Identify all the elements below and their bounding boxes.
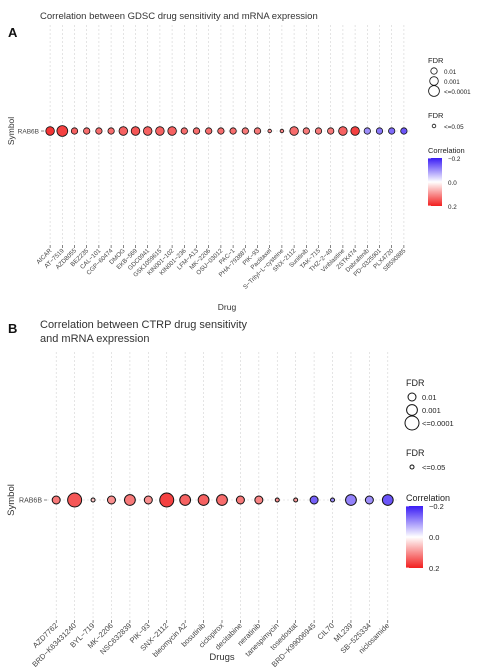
panel-a-colorbar-label: −0.2 bbox=[448, 156, 461, 163]
panel-b-point bbox=[143, 495, 153, 505]
panel-b-colorbar-label: 0.0 bbox=[429, 533, 439, 542]
panel-a-point bbox=[350, 126, 360, 136]
panel-a-point bbox=[363, 127, 371, 135]
panel-b-legend-sig-label: <=0.05 bbox=[422, 463, 445, 472]
panel-a-point bbox=[180, 127, 188, 135]
panel-b-y-tick-label: RAB6B bbox=[19, 498, 42, 505]
panel-b-point bbox=[364, 495, 374, 505]
panel-a-point bbox=[229, 127, 237, 135]
panel-a-colorbar bbox=[428, 158, 442, 206]
panel-a-legend-corr-title: Correlation bbox=[428, 146, 465, 155]
panel-a-point bbox=[400, 127, 408, 135]
panel-b-legend-sig-title: FDR bbox=[406, 448, 425, 458]
panel-b-legend-fdr-title: FDR bbox=[406, 378, 425, 388]
panel-a-legend-size-label: <=0.0001 bbox=[444, 89, 471, 96]
panel-a-y-axis-title: Symbol bbox=[6, 117, 16, 145]
panel-b-legend-size-key bbox=[407, 392, 417, 402]
panel-b-point bbox=[216, 494, 228, 506]
panel-b-title-line: and mRNA expression bbox=[40, 333, 149, 345]
panel-a-point bbox=[130, 126, 141, 136]
panel-b-point bbox=[159, 492, 175, 508]
panel-b-point bbox=[90, 497, 96, 503]
panel-a-point bbox=[314, 127, 323, 135]
panel-a-point bbox=[388, 127, 396, 135]
panel-a-x-axis-title: Drug bbox=[218, 302, 237, 312]
panel-a-point bbox=[107, 127, 115, 135]
panel-a-point bbox=[192, 127, 201, 135]
panel-a-y-tick-label: RAB6B bbox=[18, 129, 39, 136]
panel-a-colorbar-label: 0.0 bbox=[448, 180, 457, 187]
panel-b-legend-sig-key bbox=[409, 464, 415, 470]
panel-b-y-axis-title: Symbol bbox=[6, 484, 17, 516]
panel-a-legend-size-key bbox=[430, 67, 438, 75]
panel-a-legend-fdr-title: FDR bbox=[428, 56, 444, 65]
panel-a-legend-size-label: 0.001 bbox=[444, 79, 460, 86]
panel-b-point bbox=[330, 497, 336, 503]
panel-b-letter: B bbox=[8, 321, 17, 336]
panel-b-chart: B Correlation between CTRP drug sensitivi… bbox=[6, 319, 454, 668]
panel-a-title-line: Correlation between GDSC drug sensitivit… bbox=[40, 11, 318, 22]
panel-a-point bbox=[155, 126, 165, 136]
panel-a-point bbox=[95, 127, 103, 135]
panel-a-point bbox=[375, 127, 384, 135]
panel-a-legend-sig-label: <=0.05 bbox=[444, 124, 464, 131]
panel-a-chart: A Correlation between GDSC drug sensitivi… bbox=[6, 11, 471, 312]
panel-b-colorbar bbox=[406, 506, 423, 568]
panel-a-legend-size-key bbox=[429, 76, 439, 86]
panel-b-colorbar-label: −0.2 bbox=[429, 502, 444, 511]
panel-a-point bbox=[279, 128, 285, 134]
panel-a-point bbox=[327, 127, 335, 135]
panel-a-point bbox=[83, 127, 91, 135]
panel-a-plot-area bbox=[44, 25, 410, 245]
panel-b-point bbox=[254, 495, 264, 505]
panel-a-point bbox=[289, 126, 299, 136]
panel-b-colorbar-label: 0.2 bbox=[429, 564, 439, 573]
panel-a-point bbox=[70, 127, 79, 135]
panel-b-legend-size-label: 0.001 bbox=[422, 406, 441, 415]
panel-a-legend-size-key bbox=[428, 85, 440, 97]
panel-a-point bbox=[118, 126, 129, 136]
panel-b-point bbox=[235, 495, 245, 505]
panel-a-legend-sig-key bbox=[431, 123, 437, 129]
panel-b-point bbox=[345, 494, 357, 506]
panel-b-point bbox=[293, 497, 299, 503]
panel-b-legend-size-key bbox=[406, 404, 418, 416]
panel-a-point bbox=[253, 127, 262, 135]
panel-a-point bbox=[56, 125, 69, 137]
panel-a-point bbox=[45, 126, 55, 136]
panel-a-point bbox=[241, 127, 249, 135]
panel-b-point bbox=[197, 494, 210, 506]
panel-b-legend-size-label: <=0.0001 bbox=[422, 419, 454, 428]
panel-b-x-axis-title: Drugs bbox=[209, 652, 235, 663]
panel-a-colorbar-label: 0.2 bbox=[448, 204, 457, 211]
panel-b-point bbox=[274, 497, 280, 503]
panel-b-title-line: Correlation between CTRP drug sensitivit… bbox=[40, 319, 248, 331]
panel-b-legend-size-key bbox=[404, 415, 420, 431]
panel-a-point bbox=[338, 126, 348, 136]
panel-b-legend-size-label: 0.01 bbox=[422, 393, 437, 402]
panel-a-point bbox=[302, 127, 310, 135]
panel-a-point bbox=[205, 127, 213, 135]
panel-b-point bbox=[381, 494, 394, 506]
panel-a-letter: A bbox=[8, 25, 18, 40]
panel-b-point bbox=[51, 495, 61, 505]
panel-b-legend-corr-title: Correlation bbox=[406, 493, 450, 503]
panel-b-point bbox=[106, 495, 116, 505]
panel-a-point bbox=[217, 127, 225, 135]
panel-a-legend-size-label: 0.01 bbox=[444, 69, 457, 76]
panel-b-point bbox=[123, 494, 136, 506]
panel-b-point bbox=[179, 494, 192, 506]
panel-b-point bbox=[67, 492, 83, 508]
panel-a-legend-sig-title: FDR bbox=[428, 111, 444, 120]
panel-a-point bbox=[142, 126, 153, 136]
panel-a-point bbox=[167, 126, 177, 136]
panel-a-point bbox=[267, 128, 272, 134]
panel-b-point bbox=[309, 495, 319, 505]
